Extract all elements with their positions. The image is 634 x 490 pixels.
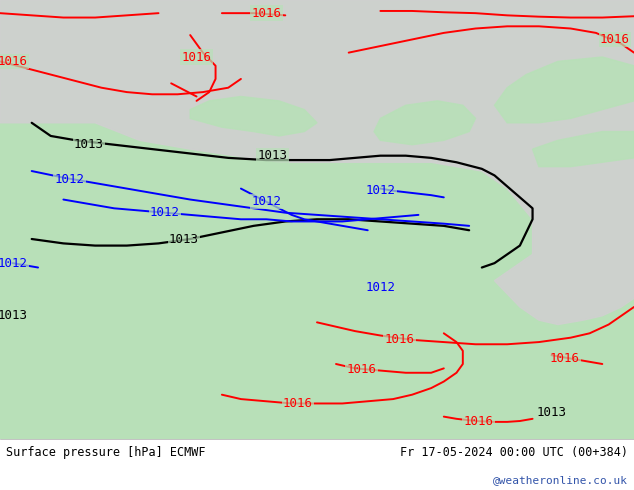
- Text: 1013: 1013: [257, 149, 288, 162]
- Text: 1013: 1013: [169, 233, 199, 245]
- Text: 1012: 1012: [55, 173, 85, 186]
- Text: 1012: 1012: [365, 184, 396, 197]
- Text: 1012: 1012: [150, 206, 180, 219]
- Text: Fr 17-05-2024 00:00 UTC (00+384): Fr 17-05-2024 00:00 UTC (00+384): [399, 446, 628, 460]
- Text: 1012: 1012: [251, 195, 281, 208]
- Text: 1016: 1016: [251, 7, 281, 20]
- Text: Surface pressure [hPa] ECMWF: Surface pressure [hPa] ECMWF: [6, 446, 206, 460]
- Text: 1012: 1012: [365, 281, 396, 294]
- Text: 1016: 1016: [346, 363, 377, 376]
- Text: 1016: 1016: [549, 352, 579, 365]
- Text: 1016: 1016: [181, 50, 212, 64]
- Text: 1013: 1013: [536, 406, 567, 419]
- Polygon shape: [0, 0, 634, 324]
- Text: 1013: 1013: [74, 138, 104, 151]
- Text: 1016: 1016: [600, 33, 630, 46]
- Polygon shape: [190, 97, 317, 136]
- Polygon shape: [374, 101, 476, 145]
- Text: @weatheronline.co.uk: @weatheronline.co.uk: [493, 475, 628, 485]
- Text: 1016: 1016: [0, 55, 28, 68]
- Text: 1012: 1012: [0, 257, 28, 270]
- Text: 1016: 1016: [463, 415, 494, 427]
- Text: 1016: 1016: [384, 333, 415, 346]
- Polygon shape: [533, 132, 634, 167]
- Text: 1013: 1013: [0, 309, 28, 322]
- Polygon shape: [495, 57, 634, 123]
- Text: 1016: 1016: [283, 397, 313, 410]
